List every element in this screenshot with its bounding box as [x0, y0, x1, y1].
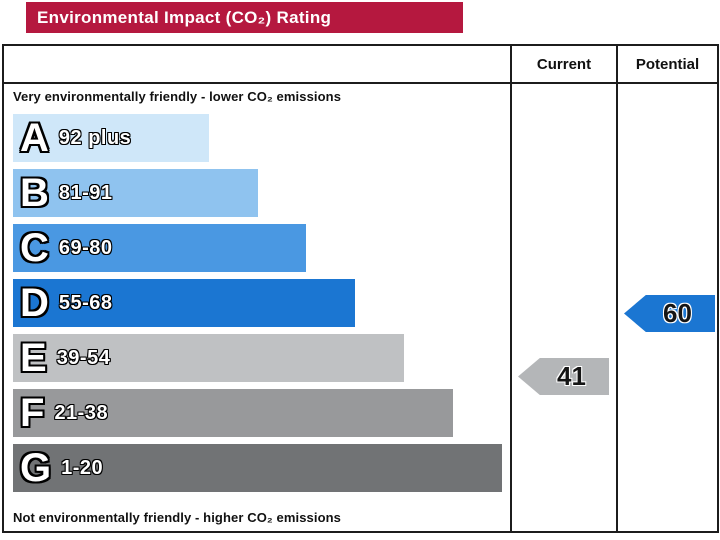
rating-band-f: F 21-38: [13, 389, 454, 437]
current-column: 41: [510, 84, 616, 531]
band-letter: C: [20, 226, 49, 270]
band-letter: G: [20, 446, 52, 490]
potential-column-header: Potential: [616, 46, 717, 82]
band-range: 69-80: [58, 236, 113, 259]
rating-band-a: A 92 plus: [13, 114, 209, 162]
rating-table: Current Potential Very environmentally f…: [2, 44, 719, 533]
band-letter: F: [20, 391, 45, 435]
title-bar: Environmental Impact (CO₂) Rating: [26, 2, 463, 33]
top-note: Very environmentally friendly - lower CO…: [13, 89, 342, 104]
band-range: 81-91: [58, 181, 113, 204]
band-range: 21-38: [54, 401, 109, 424]
rating-band-c: C 69-80: [13, 224, 307, 272]
current-arrow: 41: [518, 358, 609, 395]
band-range: 55-68: [58, 291, 113, 314]
table-body: Very environmentally friendly - lower CO…: [4, 84, 717, 531]
rating-band-d: D 55-68: [13, 279, 356, 327]
current-value: 41: [557, 361, 586, 391]
table-header-row: Current Potential: [4, 46, 717, 84]
band-range: 39-54: [56, 346, 111, 369]
band-range: 92 plus: [58, 126, 132, 149]
current-column-header: Current: [510, 46, 616, 82]
rating-band-g: G 1-20: [13, 444, 502, 492]
potential-value: 60: [663, 298, 692, 328]
band-range: 1-20: [61, 456, 104, 479]
bottom-note: Not environmentally friendly - higher CO…: [13, 510, 341, 525]
rating-band-e: E 39-54: [13, 334, 405, 382]
chart-header-spacer: [4, 46, 510, 82]
chart-area: Very environmentally friendly - lower CO…: [4, 84, 510, 531]
band-letter: E: [20, 336, 47, 380]
rating-band-b: B 81-91: [13, 169, 258, 217]
band-letter: A: [20, 116, 49, 160]
potential-arrow: 60: [624, 295, 715, 332]
potential-column: 60: [616, 84, 717, 531]
band-letter: B: [20, 171, 49, 215]
band-letter: D: [20, 281, 49, 325]
page-title: Environmental Impact (CO₂) Rating: [37, 7, 332, 27]
